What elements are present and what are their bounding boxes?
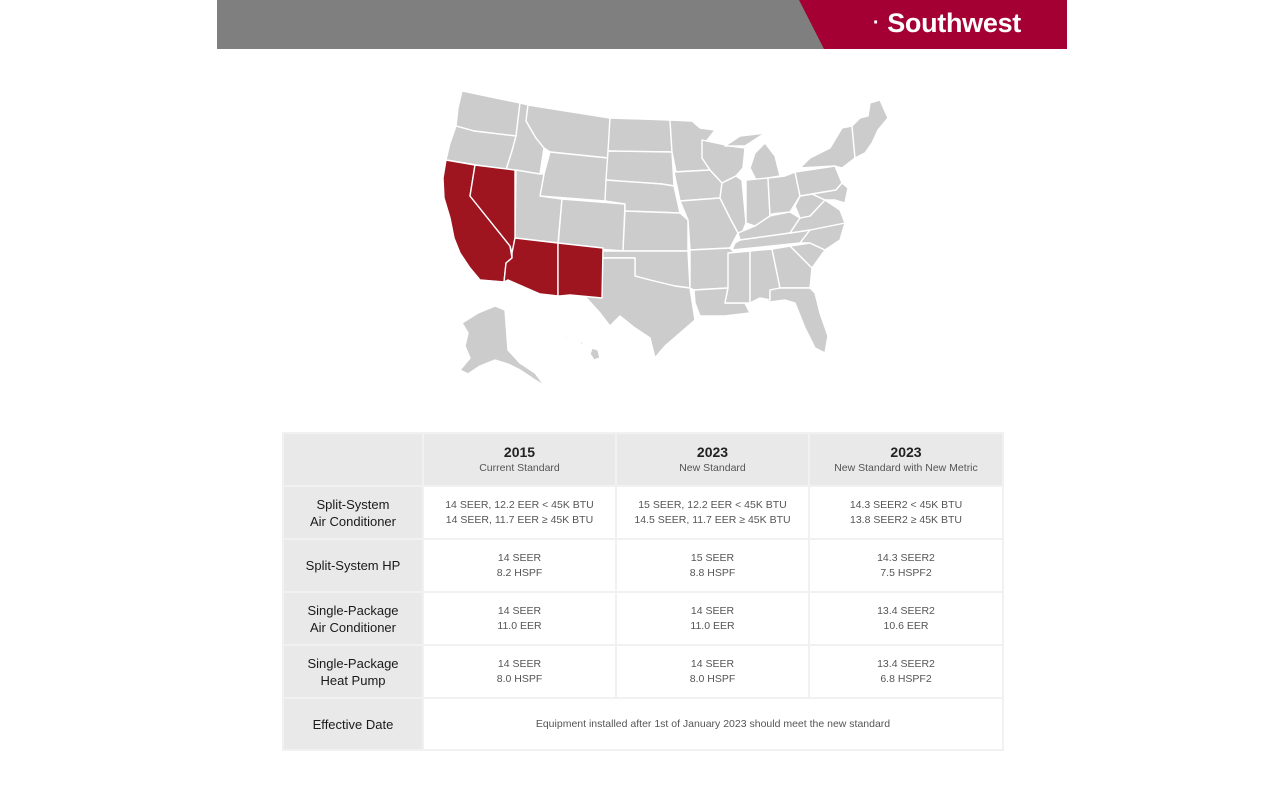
table-cell: 14 SEER 8.2 HSPF	[422, 538, 617, 593]
cell-line: 13.4 SEER2	[877, 605, 935, 617]
row-label-single-package-ac: Single-Package Air Conditioner	[282, 591, 424, 646]
row-label-line: Single-Package	[307, 602, 399, 618]
row-label-line: Heat Pump	[320, 672, 386, 688]
state-wyoming	[539, 151, 609, 202]
region-banner-accent	[799, 0, 1067, 49]
table-cell: 14 SEER 11.0 EER	[615, 591, 810, 646]
column-subtitle: New Standard	[679, 462, 746, 474]
state-new-mexico	[557, 242, 604, 299]
state-alaska	[459, 305, 546, 387]
column-year: 2015	[503, 444, 536, 460]
state-georgia	[771, 245, 813, 289]
cell-line: 14 SEER	[497, 605, 542, 617]
cell-line: 10.6 EER	[883, 619, 929, 632]
cell-line: 8.2 HSPF	[496, 566, 543, 579]
cell-line: 6.8 HSPF2	[880, 672, 932, 685]
column-subtitle: New Standard with New Metric	[834, 462, 978, 474]
row-label-line: Single-Package	[307, 655, 399, 671]
cell-line: 14 SEER	[690, 605, 735, 617]
cell-line: 13.8 SEER2 ≥ 45K BTU	[850, 513, 962, 526]
state-florida	[759, 287, 829, 354]
table-header-row: 2015 Current Standard 2023 New Standard …	[282, 432, 1004, 487]
cell-line: 15 SEER, 12.2 EER < 45K BTU	[638, 499, 787, 511]
state-kansas	[622, 210, 689, 252]
table-row: Single-Package Heat Pump 14 SEER 8.0 HSP…	[282, 644, 1004, 699]
table-cell: 14 SEER 11.0 EER	[422, 591, 617, 646]
row-label-split-system-ac: Split-System Air Conditioner	[282, 485, 424, 540]
cell-line: 14.3 SEER2 < 45K BTU	[849, 499, 963, 511]
table-cell: 13.4 SEER2 10.6 EER	[808, 591, 1004, 646]
header-2023-new-metric: 2023 New Standard with New Metric	[808, 432, 1004, 487]
header-empty	[282, 432, 424, 487]
cell-line: 14 SEER, 12.2 EER < 45K BTU	[445, 499, 594, 511]
header-2015-current: 2015 Current Standard	[422, 432, 617, 487]
state-mid-atlantic	[811, 182, 849, 204]
state-texas	[576, 257, 696, 359]
table-cell: 15 SEER, 12.2 EER < 45K BTU 14.5 SEER, 1…	[615, 485, 810, 540]
cell-line: 14 SEER, 11.7 EER ≥ 45K BTU	[445, 513, 594, 526]
header-2023-new: 2023 New Standard	[615, 432, 810, 487]
cell-line: 15 SEER	[690, 552, 735, 564]
column-subtitle: Current Standard	[479, 462, 560, 474]
state-colorado	[557, 198, 626, 252]
cell-line: 11.0 EER	[497, 619, 542, 632]
table-row: Split-System Air Conditioner 14 SEER, 12…	[282, 485, 1004, 540]
row-label-single-package-hp: Single-Package Heat Pump	[282, 644, 424, 699]
state-hawaii	[564, 334, 601, 361]
table-cell: 13.4 SEER2 6.8 HSPF2	[808, 644, 1004, 699]
table-cell: 14 SEER, 12.2 EER < 45K BTU 14 SEER, 11.…	[422, 485, 617, 540]
cell-line: 7.5 HSPF2	[880, 566, 932, 579]
column-year: 2023	[696, 444, 729, 460]
table-cell: 14.3 SEER2 7.5 HSPF2	[808, 538, 1004, 593]
table-cell: 15 SEER 8.8 HSPF	[615, 538, 810, 593]
effective-date-row: Effective Date Equipment installed after…	[282, 697, 1004, 751]
us-map	[442, 90, 889, 387]
row-label-effective-date: Effective Date	[282, 697, 424, 751]
effective-date-text: Equipment installed after 1st of January…	[422, 697, 1004, 751]
bullet-icon: ·	[872, 12, 880, 34]
state-mississippi	[724, 250, 751, 304]
cell-line: 14 SEER	[690, 658, 735, 670]
row-label-split-system-hp: Split-System HP	[282, 538, 424, 593]
cell-line: 11.0 EER	[690, 619, 735, 632]
state-north-dakota	[607, 117, 673, 153]
table-row: Single-Package Air Conditioner 14 SEER 1…	[282, 591, 1004, 646]
table-cell: 14 SEER 8.0 HSPF	[422, 644, 617, 699]
row-label-line: Air Conditioner	[310, 619, 396, 635]
state-new-england	[851, 99, 889, 159]
cell-line: 14.3 SEER2	[877, 552, 935, 564]
table-cell: 14.3 SEER2 < 45K BTU 13.8 SEER2 ≥ 45K BT…	[808, 485, 1004, 540]
region-banner: · Southwest	[217, 0, 1067, 49]
table-cell: 14 SEER 8.0 HSPF	[615, 644, 810, 699]
cell-line: 13.4 SEER2	[877, 658, 935, 670]
row-label-line: Air Conditioner	[310, 513, 396, 529]
cell-line: 8.8 HSPF	[689, 566, 736, 579]
cell-line: 8.0 HSPF	[496, 672, 543, 685]
cell-line: 14.5 SEER, 11.7 EER ≥ 45K BTU	[634, 513, 791, 526]
table-row: Split-System HP 14 SEER 8.2 HSPF 15 SEER…	[282, 538, 1004, 593]
region-title: · Southwest	[873, 8, 1021, 39]
state-new-york	[799, 125, 856, 169]
row-label-line: Split-System HP	[305, 558, 401, 573]
column-year: 2023	[890, 444, 922, 460]
row-label-line: Split-System	[316, 496, 390, 512]
efficiency-standards-table: 2015 Current Standard 2023 New Standard …	[282, 432, 1004, 751]
cell-line: 8.0 HSPF	[689, 672, 736, 685]
region-title-text: Southwest	[887, 8, 1021, 38]
cell-line: 14 SEER	[497, 552, 542, 564]
state-ohio	[767, 171, 801, 217]
cell-line: 14 SEER	[497, 658, 542, 670]
